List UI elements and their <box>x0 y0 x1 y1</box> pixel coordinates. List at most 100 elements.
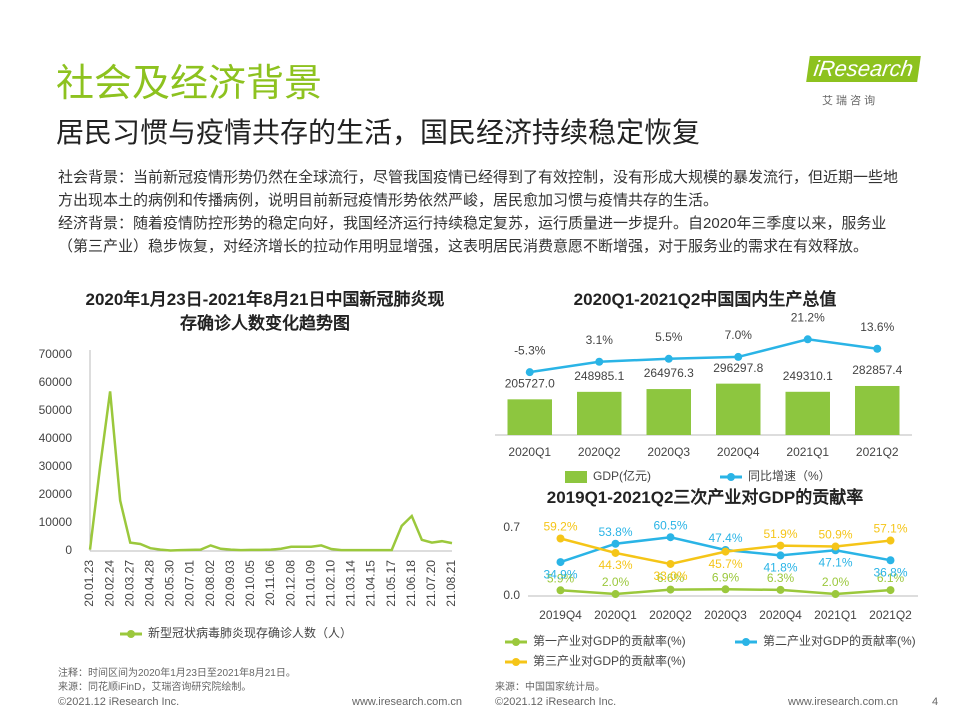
x-tick-label: 20.02.24 <box>102 560 116 607</box>
x-tick-label: 2021Q1 <box>786 445 829 459</box>
data-point <box>556 534 565 543</box>
data-point <box>556 558 565 567</box>
data-point <box>666 559 675 568</box>
x-tick-label: 2020Q1 <box>508 445 551 459</box>
paragraph: 社会背景：当前新冠疫情形势仍然在全球流行，尽管我国疫情已经得到了有效控制，没有形… <box>58 169 899 209</box>
value-label: 7.0% <box>725 328 753 342</box>
url: www.iresearch.com.cn <box>788 696 899 708</box>
x-tick-label: 20.07.01 <box>183 560 197 607</box>
value-label: 296297.8 <box>713 361 763 375</box>
x-tick-label: 21.08.21 <box>444 560 458 607</box>
y-tick-label: 0.0 <box>503 588 520 602</box>
x-tick-label: 20.12.08 <box>283 560 297 607</box>
y-tick-label: 0.7 <box>503 520 520 534</box>
value-label: 41.8% <box>763 561 797 575</box>
paragraph: 经济背景：随着疫情防控形势的稳定向好，我国经济运行持续稳定复苏，运行质量进一步提… <box>58 215 887 255</box>
value-label: 2.0% <box>822 575 850 589</box>
value-label: 45.7% <box>708 557 742 571</box>
bar <box>577 391 622 435</box>
url: www.iresearch.com.cn <box>352 696 463 708</box>
value-label: 6.9% <box>712 570 740 584</box>
data-point <box>886 586 895 595</box>
page-number: 4 <box>932 696 939 708</box>
value-label: 33.0% <box>653 569 687 583</box>
x-tick-label: 2020Q2 <box>578 445 621 459</box>
title: 社会及经济背景 <box>56 63 323 105</box>
value-label: 51.9% <box>763 527 797 541</box>
x-tick-label: 2019Q4 <box>539 608 582 622</box>
value-label: 13.6% <box>860 320 894 334</box>
bar <box>646 389 691 435</box>
value-label: -5.3% <box>514 343 546 357</box>
value-label: 2.0% <box>602 575 630 589</box>
x-tick-label: 20.05.30 <box>163 560 177 607</box>
note: 来源：中国国家统计局。 <box>495 682 605 693</box>
subtitle: 居民习惯与疫情共存的生活，国民经济持续稳定恢复 <box>56 117 701 148</box>
data-point <box>776 551 785 560</box>
value-label: 53.8% <box>598 525 632 539</box>
legend-swatch <box>565 471 587 483</box>
legend-label: GDP(亿元) <box>593 468 651 483</box>
data-point <box>525 368 534 377</box>
legend-label: 第三产业对GDP的贡献率(%) <box>533 653 686 668</box>
data-point <box>595 357 604 366</box>
value-label: 50.9% <box>818 528 852 542</box>
legend-label: 同比增速（%） <box>748 469 831 483</box>
x-tick-label: 21.06.18 <box>404 560 418 607</box>
value-label: 6.1% <box>877 571 905 585</box>
value-label: 3.1% <box>586 333 614 347</box>
x-tick-label: 21.03.14 <box>344 560 358 607</box>
bar <box>855 385 900 435</box>
bar <box>785 391 830 435</box>
x-tick-label: 2021Q2 <box>856 445 899 459</box>
data-point <box>886 556 895 565</box>
x-tick-label: 2020Q4 <box>759 608 802 622</box>
x-tick-label: 2021Q1 <box>814 608 857 622</box>
data-point <box>734 352 743 361</box>
data-point <box>611 539 620 548</box>
x-tick-label: 2020Q3 <box>704 608 747 622</box>
data-point <box>803 335 812 344</box>
data-point <box>664 354 673 363</box>
x-tick-label: 2020Q4 <box>717 445 760 459</box>
x-tick-label: 20.03.27 <box>122 560 136 607</box>
legend-swatch <box>512 658 520 666</box>
value-label: 282857.4 <box>852 363 902 377</box>
x-tick-label: 20.09.03 <box>223 560 237 607</box>
value-label: 248985.1 <box>574 369 624 383</box>
value-label: 21.2% <box>791 310 825 324</box>
copyright: ©2021.12 iResearch Inc. <box>58 696 180 708</box>
x-tick-label: 21.01.09 <box>303 560 317 607</box>
x-tick-label: 20.04.28 <box>143 560 157 607</box>
data-point <box>776 541 785 550</box>
data-point <box>721 547 730 556</box>
value-label: 5.9% <box>547 571 575 585</box>
chart-title: 2019Q1-2021Q2三次产业对GDP的贡献率 <box>546 488 864 507</box>
x-tick-label: 21.04.15 <box>364 560 378 607</box>
data-point <box>886 536 895 545</box>
value-label: 36.8% <box>873 565 907 579</box>
chart-title: 2020年1月23日-2021年8月21日中国新冠肺炎现存确诊人数变化趋势图 <box>85 290 445 333</box>
legend-swatch <box>127 630 135 638</box>
x-tick-label: 20.10.05 <box>243 560 257 607</box>
copyright: ©2021.12 iResearch Inc. <box>495 696 617 708</box>
data-point <box>611 548 620 557</box>
legend-swatch <box>742 638 750 646</box>
x-tick-label: 2020Q3 <box>647 445 690 459</box>
x-tick-label: 21.02.10 <box>324 560 338 607</box>
value-label: 205727.0 <box>505 377 555 391</box>
value-label: 5.5% <box>655 330 683 344</box>
data-point <box>666 533 675 542</box>
series-line <box>529 338 878 374</box>
value-label: 6.6% <box>657 571 685 585</box>
legend-label: 第二产业对GDP的贡献率(%) <box>763 633 916 648</box>
y-tick-label: 0 <box>65 543 72 557</box>
data-point <box>721 585 730 594</box>
data-point <box>666 585 675 594</box>
x-tick-label: 20.01.23 <box>82 560 96 607</box>
x-tick-label: 20.11.06 <box>263 560 277 606</box>
value-label: 34.9% <box>543 567 577 581</box>
y-tick-label: 50000 <box>39 403 73 417</box>
bar <box>716 383 761 435</box>
bar <box>507 399 552 435</box>
